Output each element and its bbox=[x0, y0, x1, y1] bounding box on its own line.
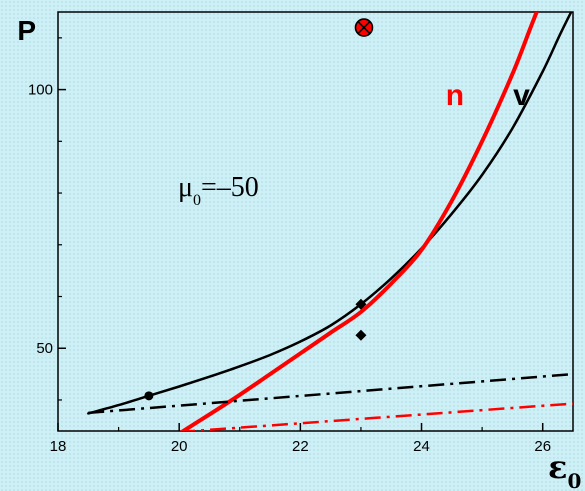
plot-frame bbox=[57, 11, 574, 432]
x-axis-title: ε0 bbox=[548, 448, 581, 491]
curve-label-v: v bbox=[513, 79, 530, 112]
mu-annotation: μ0=–50 bbox=[178, 172, 259, 209]
mu-annotation-main: μ bbox=[178, 172, 193, 203]
series-line-dashdot-2 bbox=[88, 372, 573, 415]
curve-label-n: n bbox=[446, 79, 464, 112]
tick-group: 18 20 22 24 26 50 100 bbox=[28, 37, 551, 455]
y-tick-label: 50 bbox=[36, 340, 53, 357]
x-tick-label: 20 bbox=[171, 438, 188, 455]
marker-group bbox=[144, 18, 374, 401]
mu-annotation-value: =–50 bbox=[201, 172, 259, 203]
y-axis-title: P bbox=[17, 15, 36, 46]
mu-annotation-subscript: 0 bbox=[193, 192, 201, 209]
x-axis-title-subscript: 0 bbox=[567, 469, 581, 491]
x-tick-label: 22 bbox=[292, 438, 309, 455]
series-line-n-curve bbox=[179, 12, 539, 431]
x-tick-label: 24 bbox=[413, 438, 430, 455]
y-tick-label: 100 bbox=[28, 82, 53, 99]
marker-diamond bbox=[355, 329, 367, 341]
marker-diamond bbox=[355, 298, 367, 310]
series-line-dashdot-3 bbox=[179, 402, 573, 431]
series-line-v-curve bbox=[87, 12, 573, 415]
x-tick-label: 26 bbox=[534, 438, 551, 455]
x-axis-title-main: ε bbox=[548, 448, 567, 486]
series-group bbox=[87, 12, 573, 431]
x-tick-label: 18 bbox=[50, 438, 67, 455]
marker-circle bbox=[144, 391, 154, 401]
marker-cross-lines bbox=[357, 21, 371, 34]
